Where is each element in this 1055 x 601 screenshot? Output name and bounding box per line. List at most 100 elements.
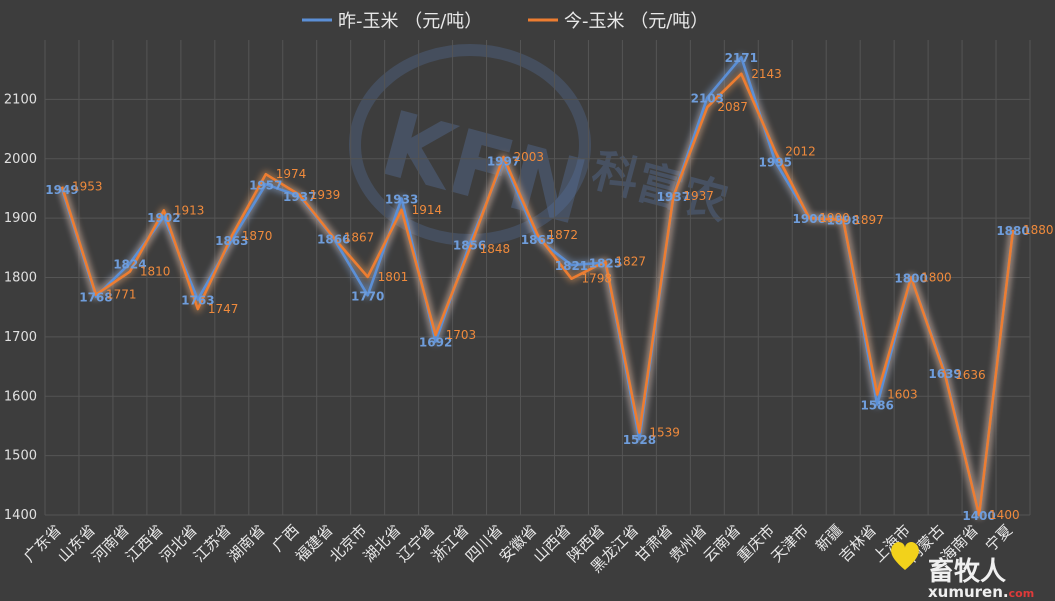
data-label-today: 1870 <box>242 229 273 243</box>
data-label-yesterday: 1856 <box>453 238 486 252</box>
data-label-yesterday: 1898 <box>826 213 859 227</box>
series-lines <box>58 53 1017 519</box>
data-label-yesterday: 1937 <box>283 190 316 204</box>
data-label-today: 1798 <box>581 272 612 286</box>
data-label-yesterday: 1692 <box>419 336 452 350</box>
data-label-yesterday: 1902 <box>147 211 180 225</box>
data-label-today: 1801 <box>378 270 409 284</box>
data-label-today: 2143 <box>751 67 782 81</box>
data-label-today: 1810 <box>140 265 171 279</box>
data-label-today: 1880 <box>1023 223 1054 237</box>
data-label-yesterday: 1866 <box>317 232 350 246</box>
legend-label-today: 今-玉米 （元/吨） <box>564 11 708 32</box>
data-label-today: 1937 <box>683 189 714 203</box>
data-label-yesterday: 1821 <box>555 259 588 273</box>
x-tick-label: 江西省 <box>122 521 167 566</box>
series-line-yesterday <box>60 55 1015 517</box>
x-tick-label: 甘肃省 <box>632 521 677 566</box>
data-label-yesterday: 1933 <box>385 193 418 207</box>
data-label-yesterday: 1400 <box>962 509 995 523</box>
y-tick-label: 1900 <box>4 211 37 226</box>
data-label-today: 2087 <box>717 100 748 114</box>
data-label-yesterday: 1824 <box>113 257 146 271</box>
data-label-today: 1897 <box>853 213 884 227</box>
data-label-today: 1914 <box>412 203 443 217</box>
logo-sub-main: xumuren. <box>928 583 1009 601</box>
data-label-today: 1848 <box>480 242 511 256</box>
x-tick-label: 辽宁省 <box>394 521 439 566</box>
data-label-today: 1872 <box>548 228 579 242</box>
data-label-yesterday: 2103 <box>691 92 724 106</box>
data-label-today: 1539 <box>649 425 680 439</box>
data-label-today: 1827 <box>615 254 646 268</box>
y-tick-label: 1700 <box>4 330 37 345</box>
y-tick-label: 2100 <box>4 92 37 107</box>
logo-sub-tail: com <box>1009 587 1035 600</box>
x-tick-label: 吉林省 <box>835 521 880 566</box>
data-label-yesterday: 1586 <box>860 399 893 413</box>
x-tick-label: 福建省 <box>292 521 337 566</box>
x-tick-label: 宁夏 <box>982 521 1016 555</box>
series-line-today <box>60 72 1015 517</box>
logo-sub: xumuren.com <box>928 583 1034 601</box>
data-label-today: 1939 <box>310 188 341 202</box>
data-label-yesterday: 1900 <box>793 212 826 226</box>
x-tick-label: 安徽省 <box>496 521 541 566</box>
data-label-today: 1800 <box>921 271 952 285</box>
data-label-today: 2003 <box>514 150 545 164</box>
x-tick-label: 湖北省 <box>360 521 405 566</box>
data-label-today: 1913 <box>174 203 205 217</box>
data-label-yesterday: 1995 <box>759 156 792 170</box>
x-tick-label: 山东省 <box>54 521 99 566</box>
data-label-yesterday: 1528 <box>623 433 656 447</box>
gridlines <box>44 40 1031 516</box>
x-tick-label: 河南省 <box>88 521 133 566</box>
x-tick-label: 云南省 <box>700 521 745 566</box>
x-tick-label: 四川省 <box>462 521 507 566</box>
data-labels: 1949176818241902176318631957193718661770… <box>45 51 1053 523</box>
legend: 昨-玉米 （元/吨） 今-玉米 （元/吨） <box>302 11 708 32</box>
data-label-today: 1636 <box>955 368 986 382</box>
legend-label-yesterday: 昨-玉米 （元/吨） <box>338 11 482 32</box>
data-label-today: 1974 <box>276 167 307 181</box>
data-label-today: 1900 <box>819 211 850 225</box>
data-label-yesterday: 1763 <box>181 293 214 307</box>
y-tick-label: 2000 <box>4 152 37 167</box>
x-tick-label: 河北省 <box>156 521 201 566</box>
y-tick-label: 1600 <box>4 389 37 404</box>
y-tick-label: 1400 <box>4 508 37 523</box>
data-label-today: 1867 <box>344 231 375 245</box>
x-tick-label: 湖南省 <box>224 521 269 566</box>
data-label-yesterday: 1825 <box>589 257 622 271</box>
data-label-today: 1953 <box>72 180 103 194</box>
data-label-yesterday: 1997 <box>487 155 520 169</box>
site-logo: 畜牧人 xumuren.com <box>891 541 1034 601</box>
data-label-yesterday: 1770 <box>351 289 384 303</box>
data-label-yesterday: 1639 <box>928 367 961 381</box>
x-tick-label: 贵州省 <box>666 521 711 566</box>
data-label-yesterday: 1800 <box>894 272 927 286</box>
data-label-yesterday: 1863 <box>215 234 248 248</box>
logo-text: 畜牧人 <box>928 556 1006 587</box>
x-tick-label: 江苏省 <box>190 521 235 566</box>
data-label-yesterday: 1937 <box>657 190 690 204</box>
data-label-yesterday: 1957 <box>249 178 282 192</box>
y-axis: 1400 1500 1600 1700 1800 1900 2000 2100 <box>4 92 37 523</box>
data-label-yesterday: 1880 <box>996 224 1029 238</box>
data-label-yesterday: 1865 <box>521 233 554 247</box>
data-label-yesterday: 1949 <box>45 183 78 197</box>
x-tick-label: 重庆市 <box>734 521 779 566</box>
data-label-yesterday: 2171 <box>725 51 758 65</box>
heart-icon <box>891 541 919 570</box>
data-label-today: 2012 <box>785 145 816 159</box>
x-tick-label: 天津市 <box>767 521 812 566</box>
x-tick-label: 山西省 <box>530 521 575 566</box>
data-label-yesterday: 1768 <box>79 291 112 305</box>
data-label-today: 1603 <box>887 387 918 401</box>
data-label-today: 1703 <box>446 328 477 342</box>
watermark-suffix: 科富农 <box>587 143 734 231</box>
y-tick-label: 1800 <box>4 271 37 286</box>
x-tick-label: 北京市 <box>326 521 371 566</box>
